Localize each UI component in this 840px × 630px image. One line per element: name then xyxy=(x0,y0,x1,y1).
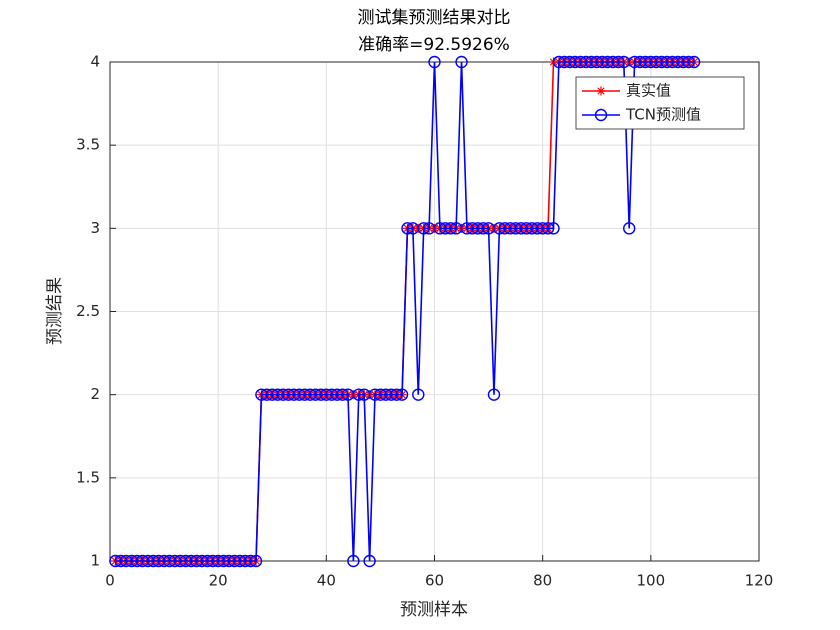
marker-circle xyxy=(347,554,360,568)
marker-circle xyxy=(541,222,555,235)
marker-circle xyxy=(487,388,501,401)
y-tick-label: 3 xyxy=(90,219,100,237)
marker-circle xyxy=(687,55,701,69)
x-tick-label: 120 xyxy=(745,572,774,590)
x-tick-label: 40 xyxy=(317,572,336,590)
marker-circle xyxy=(594,108,608,122)
y-tick-label: 1 xyxy=(90,552,100,570)
marker-circle xyxy=(682,55,695,69)
y-tick-label: 1.5 xyxy=(76,468,100,486)
marker-circle xyxy=(428,55,441,69)
marker-circle xyxy=(412,388,425,401)
marker-circle xyxy=(547,222,560,235)
chart-subtitle: 准确率=92.5926% xyxy=(358,35,510,55)
legend-label: 真实值 xyxy=(626,82,671,100)
marker-circle xyxy=(623,222,636,235)
marker-circle xyxy=(352,388,365,401)
x-axis-label: 预测样本 xyxy=(400,600,468,620)
marker-circle xyxy=(455,55,468,69)
marker-circle xyxy=(244,554,257,568)
x-tick-label: 60 xyxy=(425,572,444,590)
series-line xyxy=(115,61,695,562)
marker-circle xyxy=(395,388,409,401)
x-tick-label: 100 xyxy=(637,572,666,590)
x-tick-label: 0 xyxy=(105,572,115,590)
x-tick-label: 80 xyxy=(533,572,552,590)
chart-title: 测试集预测结果对比 xyxy=(358,8,511,28)
marker-circle xyxy=(249,554,263,568)
y-tick-label: 2.5 xyxy=(76,302,100,320)
marker-circle xyxy=(612,55,625,69)
marker-asterisk xyxy=(596,86,606,96)
x-tick-label: 20 xyxy=(209,572,228,590)
marker-circle xyxy=(476,222,490,235)
marker-circle xyxy=(336,388,349,401)
marker-circle xyxy=(417,222,430,235)
marker-circle xyxy=(401,222,414,235)
y-tick-label: 3.5 xyxy=(76,136,100,154)
y-tick-label: 4 xyxy=(90,53,100,71)
y-axis-label: 预测结果 xyxy=(45,277,65,345)
legend-label: TCN预测值 xyxy=(625,106,701,124)
marker-circle xyxy=(390,388,403,401)
marker-circle xyxy=(363,554,376,568)
marker-circle xyxy=(444,222,457,235)
y-tick-label: 2 xyxy=(90,385,100,403)
